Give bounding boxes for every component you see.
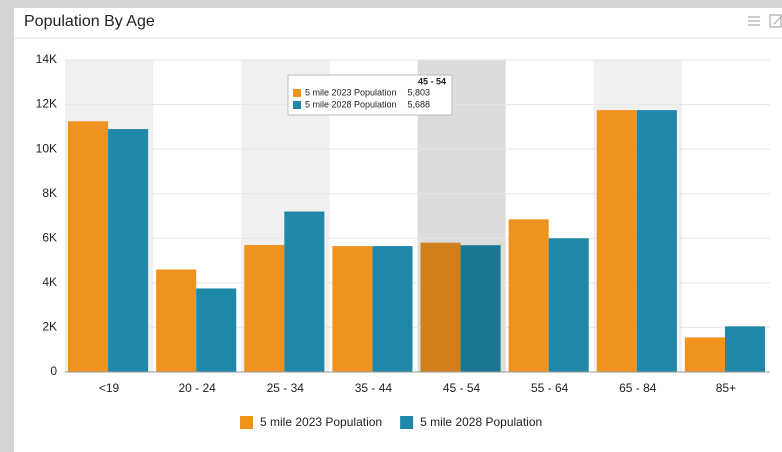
y-tick-label: 12K [36,97,57,111]
bar [684,337,725,372]
y-tick-label: 10K [36,141,57,155]
bar [420,242,461,372]
tooltip-swatch [293,101,301,109]
y-tick-label: 0 [50,364,57,378]
legend-swatch [240,416,253,429]
tooltip-value: 5,803 [407,87,430,97]
y-tick-label: 6K [42,230,57,244]
menu-icon[interactable] [748,16,760,26]
bar [460,245,501,372]
bar [68,121,109,373]
bar [548,238,589,372]
tooltip-name: 5 mile 2028 Population [305,99,397,109]
tooltip-swatch [293,89,301,97]
tooltip-value: 5,688 [407,99,430,109]
export-icon[interactable] [769,14,782,28]
x-tick-label: 45 - 54 [443,381,481,395]
x-tick-label: 85+ [716,381,736,395]
chart-title: Population By Age [24,13,155,30]
tooltip-title: 45 - 54 [418,76,446,86]
x-tick-label: <19 [99,381,120,395]
bar [284,211,325,372]
x-tick-label: 35 - 44 [355,381,393,395]
bar [724,326,765,372]
bar [332,246,373,372]
x-tick-label: 55 - 64 [531,381,569,395]
x-tick-label: 20 - 24 [179,381,217,395]
bar [636,110,677,373]
y-tick-label: 4K [42,275,57,289]
x-tick-label: 65 - 84 [619,381,657,395]
bar [244,244,285,372]
tooltip-name: 5 mile 2023 Population [305,87,397,97]
x-tick-label: 25 - 34 [267,381,305,395]
legend-swatch [400,416,414,429]
legend-label: 5 mile 2023 Population [260,415,382,429]
bar [156,269,197,372]
y-tick-label: 14K [36,52,57,66]
bar [596,110,637,373]
bar [196,288,237,372]
bar [372,246,413,372]
legend-label: 5 mile 2028 Population [420,415,542,429]
tooltip [287,74,453,116]
bar [108,129,149,372]
y-tick-label: 8K [42,186,57,200]
bar [508,219,549,372]
y-tick-label: 2K [42,320,57,334]
